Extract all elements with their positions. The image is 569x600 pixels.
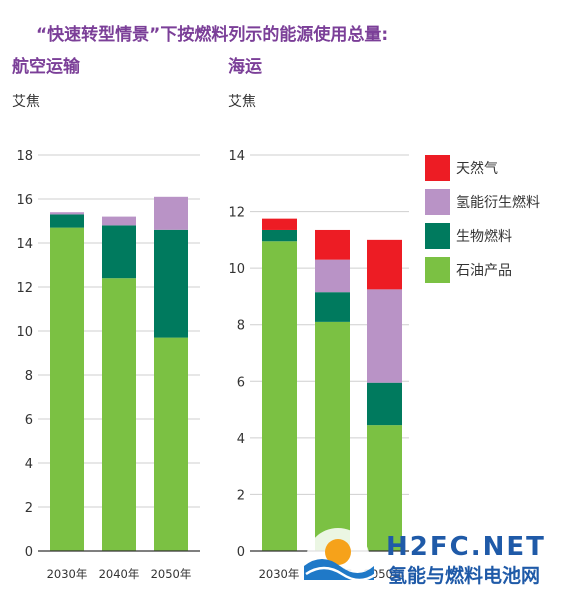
aviation-panel: 0 2 4 6 8 10 12 14 16 18 2030年 2040年 2050年 bbox=[16, 149, 200, 581]
aviation-bar-segment bbox=[50, 212, 84, 215]
legend-swatch bbox=[425, 257, 450, 283]
aviation-y-tick-label: 14 bbox=[16, 237, 33, 252]
shipping-y-tick-label: 4 bbox=[237, 432, 245, 447]
logo-sun bbox=[325, 539, 351, 565]
aviation-y-tick-label: 12 bbox=[16, 281, 33, 296]
legend-swatch bbox=[425, 223, 450, 249]
shipping-bar-segment bbox=[367, 239, 402, 290]
aviation-bar-segment bbox=[50, 214, 84, 228]
shipping-bar-segment bbox=[262, 218, 297, 230]
logo-wave-line bbox=[305, 566, 377, 582]
shipping-bar-segment bbox=[262, 241, 297, 551]
legend-label: 石油产品 bbox=[456, 263, 512, 279]
shipping-bar-segment bbox=[367, 289, 402, 383]
aviation-bar-segment bbox=[154, 229, 188, 338]
aviation-bar-segment bbox=[102, 278, 136, 551]
legend-swatch bbox=[425, 155, 450, 181]
shipping-y-tick-label: 2 bbox=[237, 488, 245, 503]
shipping-panel: 024681012142030年2040年2050年 bbox=[228, 149, 409, 581]
aviation-y-tick-label: 10 bbox=[16, 325, 33, 340]
chart-panels: 0 2 4 6 8 10 12 14 16 18 2030年 2040年 2050年 0 2 4 6 8 10 12 1… bbox=[16, 149, 409, 581]
aviation-y-tick-label: 0 bbox=[25, 545, 33, 560]
aviation-bar-segment bbox=[102, 216, 136, 226]
shipping-bar-segment bbox=[315, 229, 350, 260]
logo-wave bbox=[304, 559, 374, 580]
aviation-y-tick-label: 4 bbox=[25, 457, 33, 472]
shipping-y-tick-label: 14 bbox=[228, 149, 245, 164]
aviation-bar-segment bbox=[154, 337, 188, 551]
aviation-y-tick-label: 8 bbox=[25, 369, 33, 384]
shipping-x-tick-label: 2030年 bbox=[259, 567, 300, 581]
shipping-y-tick-label: 6 bbox=[237, 375, 245, 390]
aviation-x-tick-label: 2040年 bbox=[99, 567, 140, 581]
aviation-y-tick-label: 18 bbox=[16, 149, 33, 164]
shipping-bar-segment bbox=[367, 382, 402, 426]
legend-label: 氢能衍生燃料 bbox=[456, 194, 540, 211]
aviation-unit-label: 艾焦 bbox=[12, 94, 40, 110]
shipping-unit-label: 艾焦 bbox=[228, 94, 256, 110]
shipping-y-tick-label: 8 bbox=[237, 319, 245, 334]
aviation-y-tick-label: 2 bbox=[25, 501, 33, 516]
shipping-y-tick-label: 10 bbox=[228, 262, 245, 277]
legend-label: 生物燃料 bbox=[456, 228, 512, 245]
chart-title: “快速转型情景”下按燃料列示的能源使用总量: bbox=[36, 24, 388, 45]
shipping-subtitle: 海运 bbox=[228, 56, 262, 77]
aviation-x-tick-label: 2050年 bbox=[151, 567, 192, 581]
aviation-y-tick-label: 6 bbox=[25, 413, 33, 428]
shipping-bar-segment bbox=[315, 259, 350, 293]
shipping-bar-segment bbox=[367, 425, 402, 551]
shipping-bar-segment bbox=[315, 292, 350, 322]
watermark-tagline: 氢能与燃料电池网 bbox=[388, 564, 540, 587]
aviation-y-tick-label: 16 bbox=[16, 193, 33, 208]
shipping-bar-segment bbox=[315, 321, 350, 551]
watermark-logo-text: H2FC.NET bbox=[386, 532, 546, 562]
legend-swatch bbox=[425, 189, 450, 215]
aviation-x-tick-label: 2030年 bbox=[47, 567, 88, 581]
shipping-bar-segment bbox=[262, 229, 297, 242]
aviation-bar-segment bbox=[102, 225, 136, 279]
aviation-bar-segment bbox=[50, 227, 84, 551]
aviation-subtitle: 航空运输 bbox=[12, 56, 81, 77]
shipping-y-tick-label: 0 bbox=[237, 545, 245, 560]
aviation-bar-segment bbox=[154, 196, 188, 230]
shipping-y-tick-label: 12 bbox=[228, 206, 245, 221]
legend-label: 天然气 bbox=[456, 160, 498, 177]
